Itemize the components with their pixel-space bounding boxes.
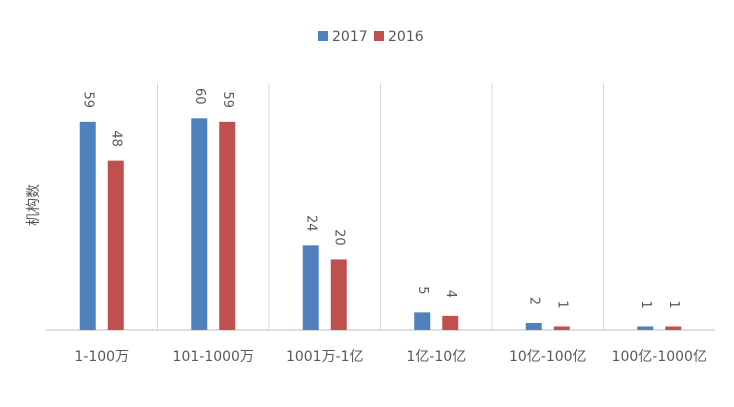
x-tick-label: 100亿-1000亿 <box>612 349 707 365</box>
bar <box>553 326 570 330</box>
legend-label: 2017 <box>332 29 368 45</box>
y-axis-label: 机构数 <box>26 184 42 226</box>
value-label: 1 <box>638 300 653 308</box>
legend-swatch <box>374 31 384 41</box>
bar <box>302 245 319 330</box>
value-label: 24 <box>303 215 318 232</box>
bar <box>665 326 682 330</box>
bar <box>330 259 347 330</box>
value-label: 5 <box>415 286 430 294</box>
bar <box>79 121 96 330</box>
x-tick-label: 101-1000万 <box>173 349 254 365</box>
value-label: 59 <box>220 92 235 109</box>
bar <box>637 326 654 330</box>
bar <box>219 121 236 330</box>
value-label: 2 <box>526 297 541 305</box>
bar <box>525 322 542 330</box>
value-label: 4 <box>443 290 458 298</box>
x-tick-label: 1亿-10亿 <box>406 349 466 365</box>
value-label: 1 <box>554 300 569 308</box>
bar <box>414 312 431 330</box>
legend-swatch <box>318 31 328 41</box>
legend-label: 2016 <box>388 29 424 45</box>
value-label: 60 <box>192 88 207 105</box>
value-label: 20 <box>331 229 346 246</box>
value-label: 1 <box>666 300 681 308</box>
x-tick-label: 10亿-100亿 <box>509 349 587 365</box>
bar <box>442 315 459 330</box>
x-tick-label: 1-100万 <box>74 349 129 365</box>
x-tick-label: 1001万-1亿 <box>286 349 364 365</box>
bar <box>191 118 208 331</box>
value-label: 48 <box>108 130 123 147</box>
bar <box>107 160 124 330</box>
value-label: 59 <box>80 92 95 109</box>
